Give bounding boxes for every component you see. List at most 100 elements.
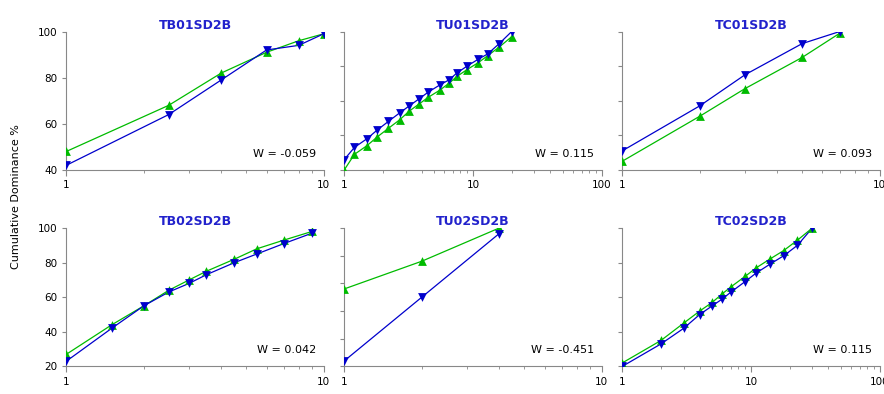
Point <box>199 268 213 275</box>
Point <box>693 308 707 314</box>
Point <box>615 360 629 366</box>
Point <box>481 51 495 57</box>
Point <box>250 245 264 252</box>
Point <box>292 37 306 44</box>
Text: Cumulative Dominance %: Cumulative Dominance % <box>11 125 20 269</box>
Point <box>492 44 507 50</box>
Point <box>705 299 720 306</box>
Point <box>316 31 331 37</box>
Point <box>402 103 416 109</box>
Point <box>137 303 151 309</box>
Point <box>654 341 668 347</box>
Point <box>415 294 429 300</box>
Point <box>381 125 395 132</box>
Point <box>392 117 407 123</box>
Point <box>738 279 752 285</box>
Point <box>505 33 519 40</box>
Point <box>460 67 474 73</box>
Point <box>162 112 176 118</box>
Point <box>392 110 407 116</box>
Point <box>805 225 819 231</box>
Point <box>795 54 809 61</box>
Point <box>422 89 436 95</box>
Point <box>415 258 429 264</box>
Point <box>277 237 291 243</box>
Point <box>277 240 291 247</box>
Point <box>360 143 374 149</box>
Point <box>505 28 519 35</box>
Point <box>693 311 707 318</box>
Point <box>381 118 395 125</box>
Point <box>471 59 485 66</box>
Point <box>412 96 426 102</box>
Point <box>471 56 485 62</box>
Point <box>59 351 73 357</box>
Point <box>347 151 362 158</box>
Point <box>227 260 241 266</box>
Point <box>260 47 274 53</box>
Point <box>432 82 446 88</box>
Point <box>412 101 426 107</box>
Point <box>738 72 752 78</box>
Point <box>305 229 319 235</box>
Point <box>715 296 729 302</box>
Text: W = 0.042: W = 0.042 <box>256 346 316 355</box>
Point <box>450 73 464 80</box>
Point <box>337 286 351 292</box>
Title: TU01SD2B: TU01SD2B <box>436 19 510 32</box>
Point <box>162 287 176 294</box>
Point <box>790 237 804 243</box>
Point <box>833 28 847 35</box>
Point <box>763 256 777 262</box>
Point <box>360 136 374 142</box>
Point <box>214 77 228 83</box>
Text: W = -0.059: W = -0.059 <box>253 149 316 159</box>
Point <box>615 148 629 154</box>
Text: W = 0.093: W = 0.093 <box>812 149 872 159</box>
Point <box>316 31 331 37</box>
Point <box>292 42 306 48</box>
Point <box>104 322 118 328</box>
Point <box>337 167 351 173</box>
Point <box>693 103 707 109</box>
Point <box>260 49 274 56</box>
Point <box>214 70 228 76</box>
Point <box>676 320 690 326</box>
Point <box>749 265 763 271</box>
Title: TU02SD2B: TU02SD2B <box>436 215 510 228</box>
Title: TC02SD2B: TC02SD2B <box>714 215 788 228</box>
Point <box>763 261 777 268</box>
Point <box>693 113 707 119</box>
Point <box>705 303 720 309</box>
Point <box>337 358 351 364</box>
Point <box>777 253 791 259</box>
Point <box>492 41 507 47</box>
Point <box>724 284 738 290</box>
Point <box>615 363 629 370</box>
Point <box>615 158 629 164</box>
Point <box>724 289 738 295</box>
Title: TB01SD2B: TB01SD2B <box>158 19 232 32</box>
Point <box>790 242 804 249</box>
Point <box>182 280 196 286</box>
Point <box>442 80 456 87</box>
Point <box>162 102 176 108</box>
Text: W = -0.451: W = -0.451 <box>530 346 594 355</box>
Point <box>492 225 507 231</box>
Point <box>676 325 690 331</box>
Point <box>370 134 385 140</box>
Point <box>654 337 668 344</box>
Point <box>460 63 474 69</box>
Point <box>749 270 763 276</box>
Point <box>199 271 213 278</box>
Point <box>162 289 176 295</box>
Point <box>833 30 847 36</box>
Point <box>492 230 507 237</box>
Point <box>137 303 151 309</box>
Point <box>481 52 495 59</box>
Title: TC01SD2B: TC01SD2B <box>714 19 788 32</box>
Point <box>104 325 118 331</box>
Text: W = 0.115: W = 0.115 <box>813 346 872 355</box>
Point <box>227 256 241 262</box>
Point <box>347 144 362 151</box>
